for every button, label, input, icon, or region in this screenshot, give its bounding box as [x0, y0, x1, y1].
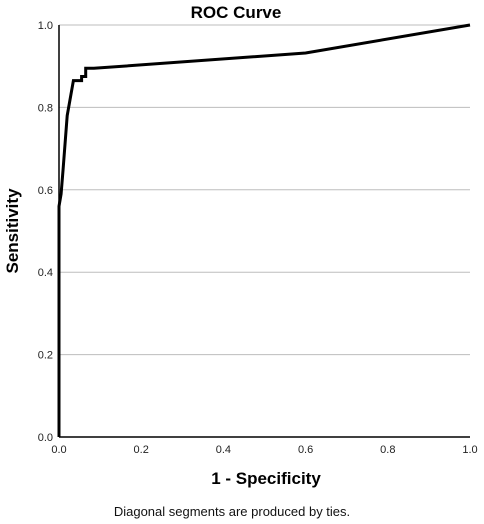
y-tick-label-0: 0.0: [38, 432, 53, 444]
chart-title: ROC Curve: [191, 3, 282, 22]
tick-labels: 0.0 0.2 0.4 0.6 0.8 1.0 0.0 0.2 0.4 0.6 0.8 1.0: [38, 20, 478, 456]
x-tick-label-1: 0.2: [134, 444, 149, 456]
x-tick-label-3: 0.6: [298, 444, 313, 456]
y-tick-label-2: 0.4: [38, 267, 53, 279]
y-tick-label-1: 0.2: [38, 350, 53, 362]
x-tick-label-2: 0.4: [216, 444, 231, 456]
footnote: Diagonal segments are produced by ties.: [114, 504, 350, 519]
x-axis-label: 1 - Specificity: [211, 469, 321, 488]
x-tick-label-5: 1.0: [462, 444, 477, 456]
series-group: [57, 23, 471, 437]
y-tick-label-3: 0.6: [38, 185, 53, 197]
y-tick-label-5: 1.0: [38, 20, 53, 32]
y-axis-label: Sensitivity: [3, 188, 22, 274]
x-tick-label-4: 0.8: [380, 444, 395, 456]
x-tick-label-0: 0.0: [51, 444, 66, 456]
roc-curve-line-0: [57, 23, 471, 437]
grid-lines: [59, 24, 470, 356]
y-tick-label-4: 0.8: [38, 102, 53, 114]
